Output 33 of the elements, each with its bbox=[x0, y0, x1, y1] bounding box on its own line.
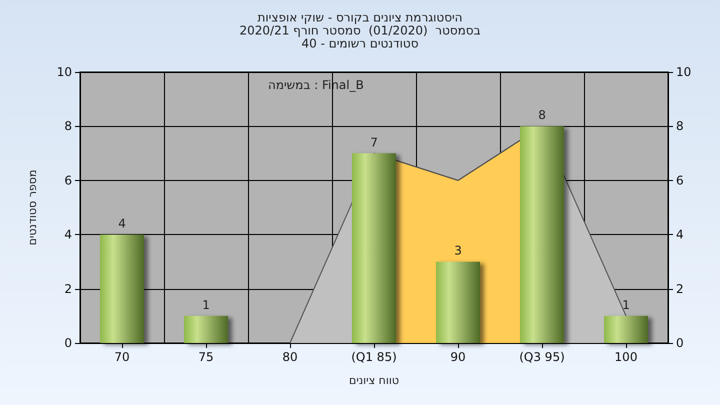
bar bbox=[184, 316, 228, 343]
y-tick-label: 0 bbox=[64, 336, 72, 350]
y-tick-label: 8 bbox=[64, 119, 72, 134]
x-tick-label: (Q3 95) bbox=[519, 350, 565, 364]
data-label: 1 bbox=[622, 298, 630, 312]
y-tick-label: 10 bbox=[56, 65, 72, 79]
x-tick-label: (Q1 85) bbox=[351, 350, 397, 364]
bar bbox=[604, 316, 648, 343]
data-label: 3 bbox=[454, 244, 462, 258]
y-axis-title: מספר סטודנטים bbox=[26, 170, 39, 246]
data-label: 7 bbox=[370, 135, 378, 150]
x-tick-label: 70 bbox=[114, 350, 130, 364]
y-tick-label: 4 bbox=[64, 228, 72, 242]
chart-title: היסטוגרמת ציונים בקורס - שוקי אופציות bbox=[257, 10, 463, 24]
bar bbox=[436, 262, 480, 343]
data-label: 4 bbox=[118, 216, 126, 231]
data-label: 8 bbox=[538, 108, 546, 122]
y2-tick-label: 10 bbox=[676, 65, 692, 79]
chart-subtitle: בסמסטר (01/2020) סמסטר חורף 2020/21 סטודנטים רשומים - 40 bbox=[239, 24, 481, 50]
y-tick-label: 2 bbox=[64, 282, 72, 296]
x-tick-label: 75 bbox=[198, 350, 214, 364]
x-tick-label: 80 bbox=[282, 350, 298, 364]
y-tick-label: 6 bbox=[64, 173, 72, 188]
bar bbox=[100, 234, 144, 343]
x-axis-title: טווח ציונים bbox=[349, 374, 399, 387]
y2-tick-label: 4 bbox=[676, 228, 684, 242]
x-tick-label: 100 bbox=[614, 350, 638, 364]
x-tick-label: 90 bbox=[450, 350, 466, 364]
y2-tick-label: 2 bbox=[676, 282, 684, 296]
y2-tick-label: 8 bbox=[676, 119, 684, 134]
y2-tick-label: 6 bbox=[676, 173, 684, 188]
y2-tick-label: 0 bbox=[676, 336, 684, 350]
data-label: 1 bbox=[202, 298, 210, 312]
